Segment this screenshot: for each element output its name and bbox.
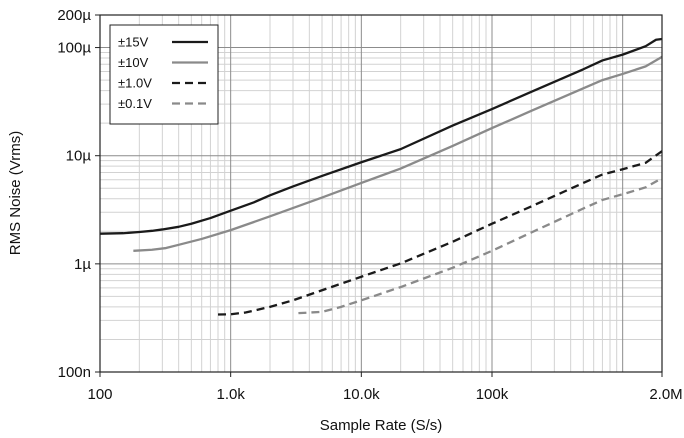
y-tick-label: 1µ [74,256,91,273]
y-tick-label: 10µ [66,148,92,165]
legend: ±15V ±10V ±1.0V ±0.1V [109,24,219,125]
series-layer [99,37,663,316]
series-line-4 [298,177,663,315]
series-line-3 [217,150,663,316]
y-axis-title: RMS Noise (Vrms) [7,131,24,255]
x-axis-ticks: 100 1.0k 10.0k 100k 2.0M [87,372,683,403]
x-tick-label: 2.0M [649,386,682,403]
legend-label-1: ±15V [118,35,149,50]
legend-label-3: ±1.0V [118,76,152,91]
series-line-2 [133,55,663,252]
x-tick-label: 100 [87,386,112,403]
x-tick-label: 10.0k [343,386,380,403]
y-tick-label: 100µ [57,40,91,57]
x-tick-label: 1.0k [216,386,245,403]
x-tick-label: 100k [476,386,509,403]
y-tick-label: 100n [58,364,91,381]
plot-frame [99,14,663,373]
y-tick-label: 200µ [57,7,91,24]
y-axis-ticks: 100n 1µ 10µ 100µ 200µ [57,7,100,381]
legend-label-4: ±0.1V [118,96,152,111]
series-line-1 [99,37,663,235]
legend-label-2: ±10V [118,55,149,70]
x-axis-title: Sample Rate (S/s) [320,417,443,434]
